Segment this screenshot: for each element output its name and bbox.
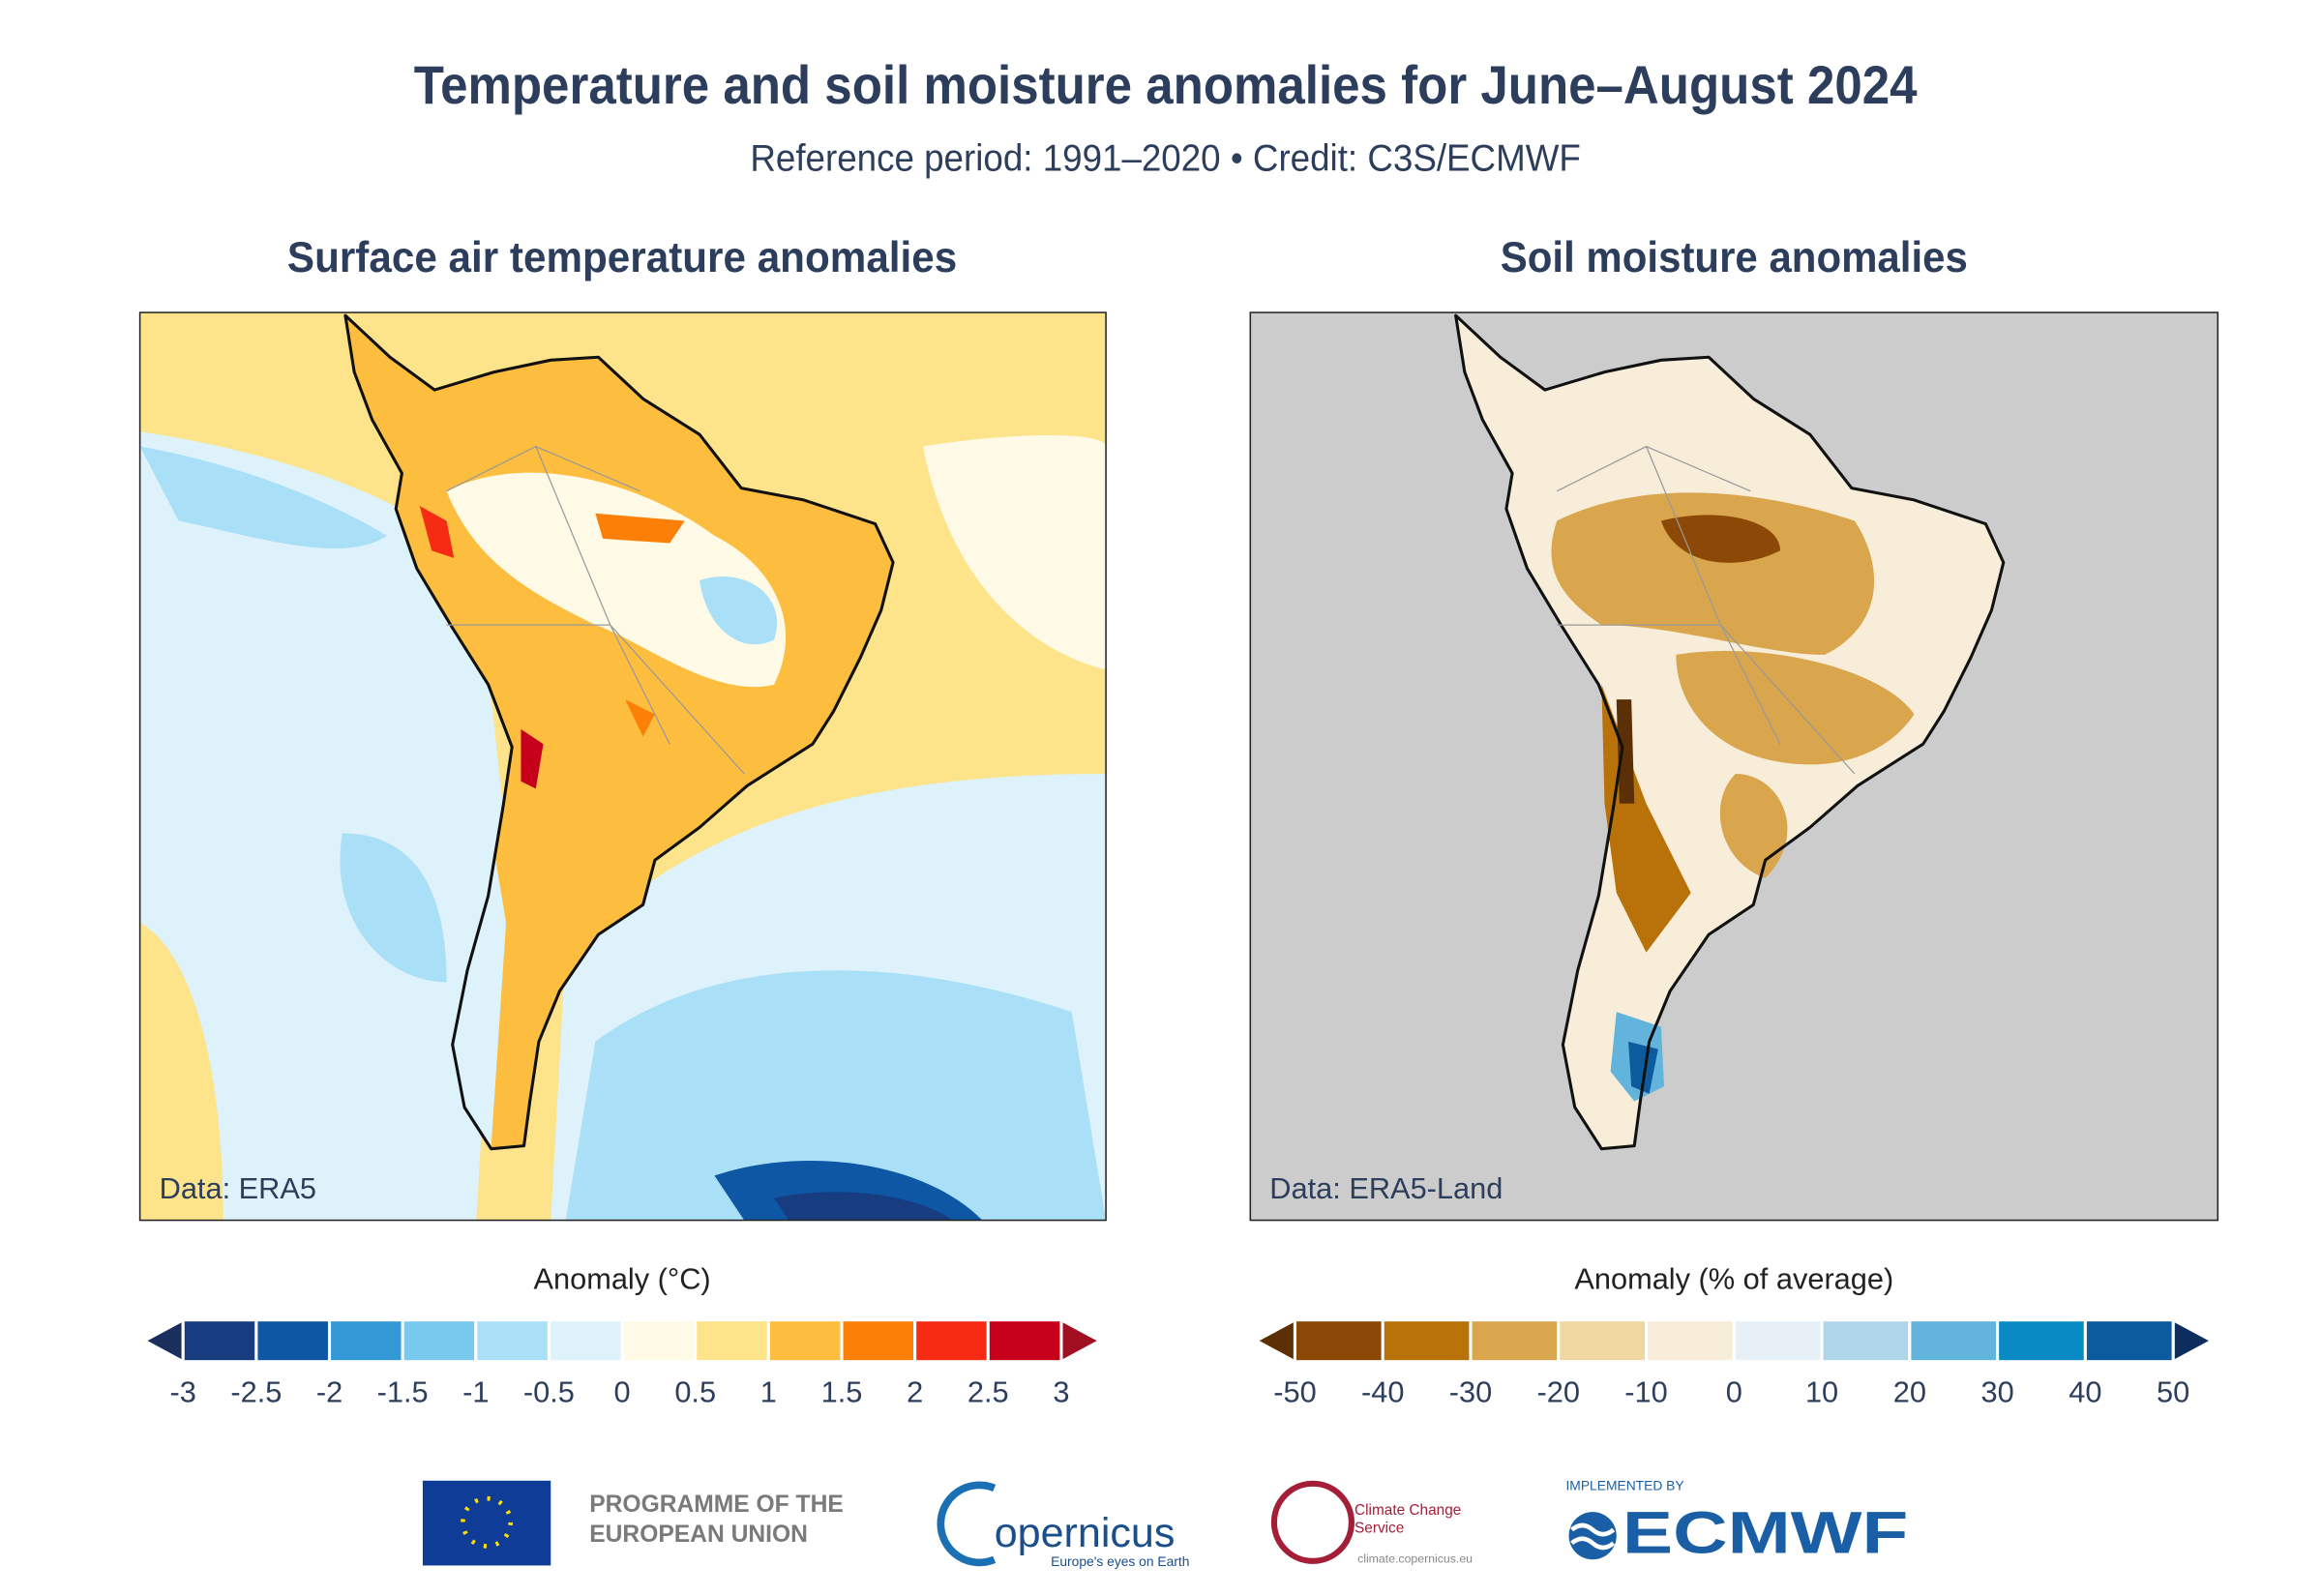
colorbar-tick-label: 10 xyxy=(1805,1375,1838,1409)
c3s-mark xyxy=(1270,1480,1354,1564)
colorbar-swatch xyxy=(474,1318,551,1364)
panel-title: Surface air temperature anomalies xyxy=(287,234,957,281)
colorbar-swatch xyxy=(840,1318,917,1364)
eu-text-box: PROGRAMME OF THE EUROPEAN UNION xyxy=(589,1493,844,1548)
colorbar-swatch xyxy=(1996,1318,2087,1364)
implemented-by: IMPLEMENTED BY xyxy=(1565,1478,1683,1493)
panel-title: Soil moisture anomalies xyxy=(1501,234,1968,281)
colorbar-tick-label: 1.5 xyxy=(821,1375,863,1409)
c3s-text: Climate Change Service xyxy=(1354,1502,1462,1538)
data-source: Data: ERA5 xyxy=(160,1171,316,1205)
colorbar-swatch xyxy=(181,1318,258,1364)
colorbar-tick-label: -2.5 xyxy=(230,1375,282,1409)
eu-text: PROGRAMME OF THE EUROPEAN UNION xyxy=(589,1493,844,1548)
colorbar-swatch xyxy=(2083,1318,2175,1364)
colorbar-tick-label: 50 xyxy=(2157,1375,2189,1409)
colorbar-under xyxy=(140,1317,185,1365)
colorbar-swatch xyxy=(401,1318,478,1364)
c3s-url: climate.copernicus.eu xyxy=(1357,1552,1473,1566)
colorbar-swatch xyxy=(327,1318,404,1364)
colorbar-tick-label: 2 xyxy=(907,1375,923,1409)
title: Temperature and soil moisture anomalies … xyxy=(414,55,1918,115)
colorbar-under xyxy=(1253,1317,1296,1365)
ecmwf-mark xyxy=(1568,1512,1617,1560)
colorbar-label: Anomaly (°C) xyxy=(533,1262,710,1296)
colorbar-swatch xyxy=(1381,1318,1473,1364)
colorbar-tick-label: 1 xyxy=(760,1375,777,1409)
eu-stars xyxy=(461,1495,513,1549)
data-source: Data: ERA5-Land xyxy=(1269,1171,1503,1205)
colorbars: -3 -2.5 -2 -1.5 -1 -0.5 0 0.5 1 1.5 2 2.5 3 -50 -40 -30… xyxy=(140,1317,2216,1409)
colorbar-swatch xyxy=(1732,1318,1824,1364)
colorbar-tick-label: 30 xyxy=(1981,1375,2014,1409)
temperature-map: Data: ERA5 xyxy=(139,312,1107,1221)
colorbar-label: Anomaly (% of average) xyxy=(1574,1262,1893,1296)
colorbar-swatch xyxy=(694,1318,770,1364)
colorbar-swatch xyxy=(1645,1318,1736,1364)
colorbar-tick-label: -20 xyxy=(1537,1375,1580,1409)
colorbar-tick-label: -30 xyxy=(1449,1375,1492,1409)
copernicus-text: opernicus xyxy=(995,1510,1176,1556)
c3s-text-box: Climate Change Service xyxy=(1354,1502,1462,1538)
colorbar-tick-label: 40 xyxy=(2069,1375,2101,1409)
soil-moisture-map: Data: ERA5-Land xyxy=(1250,312,2218,1221)
colorbar-tick-label: -2 xyxy=(316,1375,342,1409)
colorbar-swatch xyxy=(254,1318,332,1364)
colorbar-tick-label: -3 xyxy=(170,1375,196,1409)
colorbar-tick-label: -1.5 xyxy=(377,1375,429,1409)
colorbar-tick-label: 20 xyxy=(1893,1375,1926,1409)
copernicus-mark xyxy=(937,1481,997,1567)
subtitle: Reference period: 1991–2020 • Credit: C3… xyxy=(750,137,1580,179)
colorbar-swatch xyxy=(913,1318,990,1364)
colorbar-swatch xyxy=(766,1318,844,1364)
ecmwf-text: ECMWF xyxy=(1622,1499,1908,1566)
colorbar-swatch xyxy=(1557,1318,1649,1364)
colorbar-tick-label: -10 xyxy=(1624,1375,1667,1409)
colorbar-tick-label: 0.5 xyxy=(674,1375,716,1409)
colorbar-swatch xyxy=(986,1318,1063,1364)
colorbar-over xyxy=(1059,1317,1104,1365)
colorbar-tick-label: -0.5 xyxy=(523,1375,575,1409)
colorbar-swatch xyxy=(1469,1318,1561,1364)
colorbar-tick-label: 0 xyxy=(614,1375,631,1409)
map-frame xyxy=(138,311,1107,1222)
colorbar-swatch xyxy=(620,1318,698,1364)
colorbar-tick-label: 0 xyxy=(1726,1375,1742,1409)
colorbar-over xyxy=(2171,1317,2216,1365)
colorbar-tick-label: -1 xyxy=(462,1375,489,1409)
colorbar-tick-label: 2.5 xyxy=(968,1375,1009,1409)
map-frame xyxy=(1249,311,2219,1222)
copernicus-tagline: Europe's eyes on Earth xyxy=(1051,1553,1189,1569)
colorbar-tick-label: 3 xyxy=(1053,1375,1069,1409)
colorbar-tick-label: -50 xyxy=(1273,1375,1316,1409)
colorbar-swatch xyxy=(1293,1318,1384,1364)
colorbar-swatch xyxy=(1820,1318,1912,1364)
colorbar-swatch xyxy=(1908,1318,2000,1364)
colorbar-tick-label: -40 xyxy=(1361,1375,1404,1409)
eu-flag xyxy=(422,1480,551,1566)
colorbar-swatch xyxy=(547,1318,624,1364)
footer: PROGRAMME OF THE EUROPEAN UNION opernicu… xyxy=(422,1478,1908,1569)
